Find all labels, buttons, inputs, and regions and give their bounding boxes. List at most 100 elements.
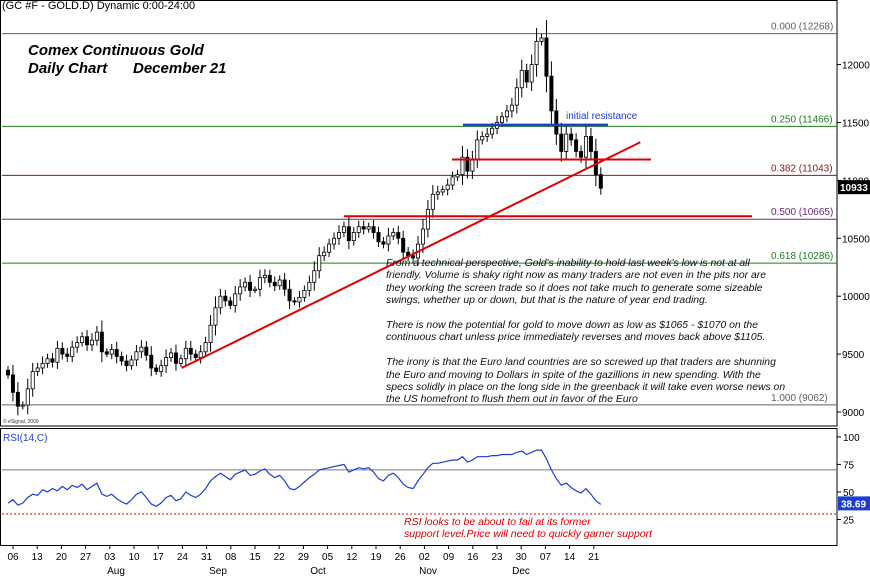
candle-body — [272, 281, 277, 287]
candle-body — [475, 139, 480, 160]
price-axis-label: 10000 — [842, 292, 870, 303]
candle-body — [178, 358, 183, 364]
candle-body — [509, 104, 514, 112]
candle-body — [440, 189, 445, 193]
candle-body — [391, 232, 396, 237]
date-axis-label: 05 — [322, 552, 334, 563]
candle-body — [445, 184, 450, 191]
candle-body — [45, 358, 50, 364]
candle-body — [470, 159, 475, 172]
month-label: Nov — [419, 566, 437, 576]
candle-body — [6, 369, 11, 376]
candle-body — [193, 353, 198, 358]
date-axis-label: 03 — [104, 552, 116, 563]
candle-body — [94, 331, 99, 341]
candle-body — [203, 342, 208, 353]
commentary-paragraph-1: From a technical perspective, Gold's ina… — [386, 258, 767, 307]
month-label: Dec — [512, 566, 530, 576]
candle-body — [80, 336, 85, 343]
rsi-axis-label: 75 — [843, 460, 855, 471]
chart-frame — [0, 0, 838, 546]
date-axis-label: 12 — [346, 552, 358, 563]
fib-level-label: 0.382 (11043) — [771, 163, 833, 174]
candle-body — [10, 374, 15, 393]
candle-body — [223, 295, 228, 302]
candle-body — [89, 339, 94, 346]
fibonacci-levels: 0.000 (12268) 0.250 (11466) 0.382 (11043) 0… — [2, 22, 837, 406]
candle-body — [114, 349, 119, 357]
candle-body — [252, 288, 257, 291]
candle-body — [35, 367, 40, 372]
candle-body — [322, 251, 327, 257]
candle-body — [302, 290, 307, 298]
candle-body — [198, 351, 203, 358]
candle-body — [257, 277, 262, 290]
date-axis-label: 29 — [298, 552, 310, 563]
candle-body — [248, 281, 253, 291]
candle-body — [544, 37, 549, 77]
commentary: From a technical perspective, Gold's ina… — [386, 258, 786, 419]
candle-body — [277, 279, 282, 287]
candle-body — [218, 295, 223, 309]
date-axis-label: 06 — [7, 552, 19, 563]
candle-body — [450, 176, 455, 186]
candle-body — [588, 135, 593, 152]
date-axis-label: 21 — [588, 552, 600, 563]
candle-body — [485, 133, 490, 137]
rsi-last-label: 38.69 — [841, 499, 866, 510]
candle-body — [356, 226, 361, 233]
date-axis-label: 14 — [564, 552, 576, 563]
candle-body — [341, 226, 346, 233]
chart-title: Comex Continuous Gold — [28, 42, 204, 59]
date-axis-label: 07 — [540, 552, 552, 563]
rsi-axis-label: 100 — [843, 433, 860, 444]
candle-body — [376, 232, 381, 243]
candle-body — [559, 133, 564, 152]
candle-body — [430, 193, 435, 210]
date-axis-label: 27 — [80, 552, 92, 563]
fib-level-label: 0.250 (11466) — [771, 114, 833, 125]
candle-body — [15, 391, 20, 407]
candle-body — [124, 360, 129, 367]
last-price-label: 10933 — [840, 183, 868, 194]
candle-body — [411, 255, 416, 259]
candle-body — [574, 139, 579, 152]
candle-body — [60, 347, 65, 355]
candle-body — [75, 342, 80, 348]
price-candles — [6, 19, 603, 416]
commentary-paragraph-3: The irony is that the Euro land countrie… — [386, 357, 786, 406]
date-axis-label: 31 — [201, 552, 213, 563]
candle-body — [104, 351, 109, 355]
candle-body — [109, 349, 114, 355]
candle-body — [539, 37, 544, 42]
candle-body — [243, 281, 248, 288]
chart-header: (GC #F - GOLD.D) Dynamic 0:00-24:00 — [2, 0, 196, 12]
date-axis-label: 30 — [516, 552, 528, 563]
rsi-label: RSI(14,C) — [3, 433, 47, 444]
candle-body — [524, 69, 529, 83]
candle-body — [514, 87, 519, 106]
candle-body — [297, 296, 302, 303]
date-axis-label: 09 — [443, 552, 455, 563]
candle-body — [312, 270, 317, 283]
candle-body — [490, 127, 495, 135]
candle-body — [292, 300, 297, 303]
candle-body — [154, 367, 159, 372]
price-axis-label: 12000 — [842, 61, 870, 72]
chart-subtitle-left: Daily Chart — [28, 60, 108, 77]
candle-body — [282, 279, 287, 290]
candle-body — [361, 226, 366, 230]
candle-body — [598, 174, 603, 189]
candle-body — [40, 362, 45, 369]
date-axis-label: 08 — [225, 552, 237, 563]
candle-body — [159, 365, 164, 372]
candle-body — [30, 371, 35, 390]
candle-body — [579, 151, 584, 158]
candle-body — [519, 69, 524, 89]
candle-body — [435, 191, 440, 195]
rsi-pane-frame — [0, 428, 838, 546]
month-label: Oct — [310, 566, 326, 576]
date-axis-label: 23 — [491, 552, 503, 563]
date-axis-label: 17 — [153, 552, 165, 563]
